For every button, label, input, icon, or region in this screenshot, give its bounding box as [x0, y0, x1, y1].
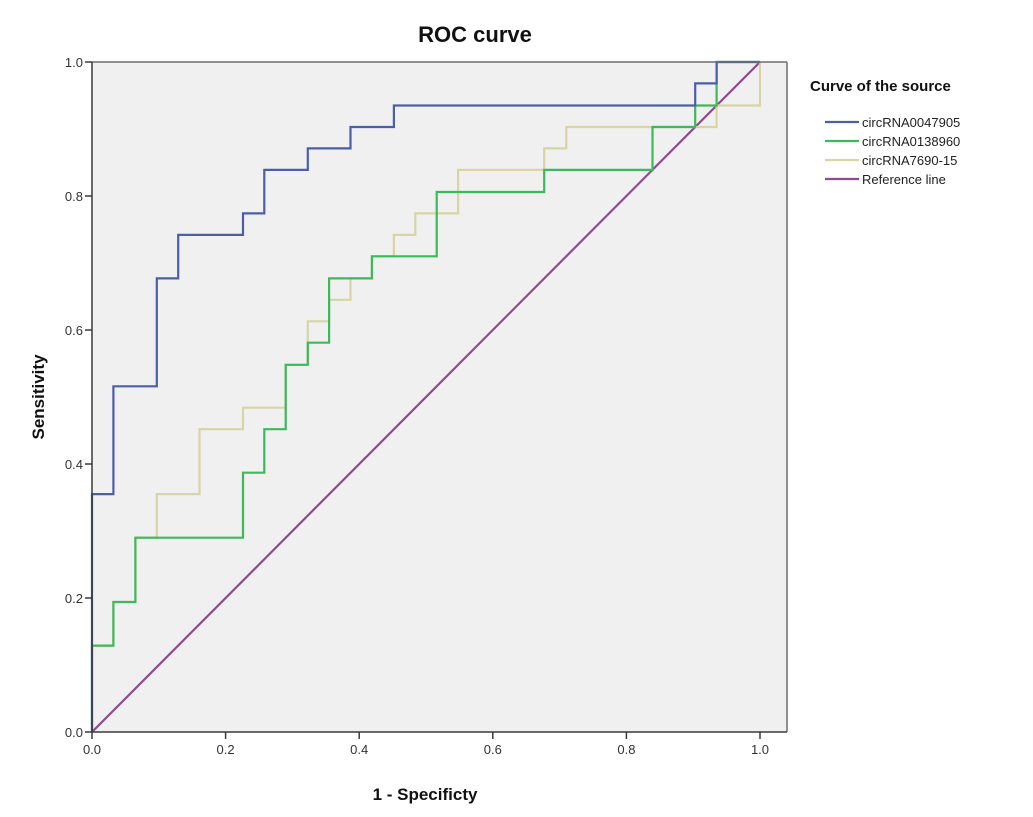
- series-line-circrna0047905: [90, 60, 760, 732]
- x-tick-label: 0.4: [350, 742, 368, 757]
- legend-label: circRNA0047905: [862, 115, 960, 130]
- x-ticks: 0.0 0.2 0.4 0.6 0.8 1.0: [83, 732, 769, 757]
- legend-label: circRNA7690-15: [862, 153, 957, 168]
- series-line-reference-line: [91, 61, 761, 733]
- series-line-circrna0138960: [90, 60, 760, 732]
- legend-label: circRNA0138960: [862, 134, 960, 149]
- series-layer: [90, 60, 762, 733]
- legend-item-circrna7690-15: circRNA7690-15: [825, 153, 957, 168]
- x-tick-label: 0.8: [617, 742, 635, 757]
- x-tick-label: 0.0: [83, 742, 101, 757]
- legend-item-circrna0047905: circRNA0047905: [825, 115, 960, 130]
- x-tick-label: 0.2: [217, 742, 235, 757]
- legend-label: Reference line: [862, 172, 946, 187]
- legend-item-reference-line: Reference line: [825, 172, 946, 187]
- legend-items: circRNA0047905 circRNA0138960 circRNA7690-…: [825, 115, 960, 187]
- legend-title: Curve of the source: [810, 78, 951, 95]
- y-tick-label: 0.6: [65, 323, 83, 338]
- legend-item-circrna0138960: circRNA0138960: [825, 134, 960, 149]
- y-axis-label: Sensitivity: [29, 354, 48, 440]
- x-tick-label: 0.6: [484, 742, 502, 757]
- legend: Curve of the source circRNA0047905circRN…: [810, 78, 960, 187]
- x-tick-label: 1.0: [751, 742, 769, 757]
- chart-title: ROC curve: [418, 22, 532, 47]
- y-tick-label: 1.0: [65, 55, 83, 70]
- y-tick-label: 0.8: [65, 189, 83, 204]
- y-tick-label: 0.2: [65, 591, 83, 606]
- x-axis-label: 1 - Specificty: [373, 785, 478, 804]
- y-tick-label: 0.4: [65, 457, 83, 472]
- y-tick-label: 0.0: [65, 725, 83, 740]
- y-ticks: 0.0 0.2 0.4 0.6 0.8 1.0: [65, 55, 92, 740]
- plot-area: [92, 62, 787, 732]
